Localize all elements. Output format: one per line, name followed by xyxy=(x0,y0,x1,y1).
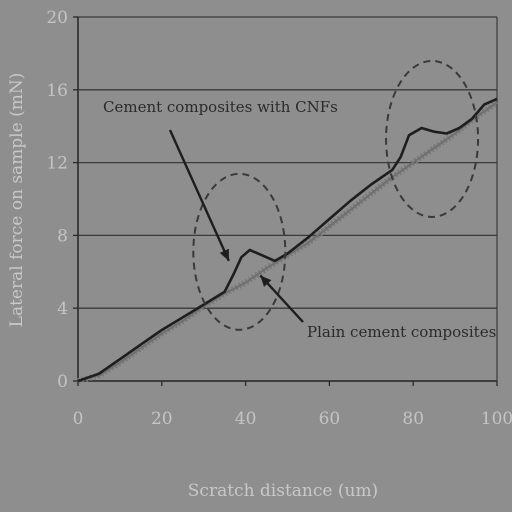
y-tick-label: 8 xyxy=(57,226,68,246)
x-axis-title: Scratch distance (um) xyxy=(188,481,378,501)
annotation-cnf: Cement composites with CNFs xyxy=(103,98,338,116)
series-line-cnf xyxy=(77,97,498,383)
axes xyxy=(73,16,498,386)
arrow-cnf-shaft xyxy=(168,129,230,262)
series-lines xyxy=(77,97,499,384)
x-tick-label: 60 xyxy=(319,409,341,429)
y-tick-labels: 0 4 8 12 16 20 xyxy=(46,8,68,392)
y-tick-label: 0 xyxy=(57,372,68,392)
highlight-ellipses xyxy=(192,59,480,331)
highlight-ellipse-40um xyxy=(192,172,287,331)
arrow-plain-head xyxy=(260,275,272,287)
x-tick-label: 100 xyxy=(481,409,512,429)
arrow-cnf-head xyxy=(219,248,229,261)
x-tick-label: 0 xyxy=(73,409,84,429)
x-tick-label: 40 xyxy=(235,409,257,429)
series-line-plain xyxy=(77,101,498,382)
highlight-ellipse-85um xyxy=(385,59,480,218)
annotation-plain: Plain cement composites xyxy=(307,323,496,341)
x-tick-label: 80 xyxy=(402,409,424,429)
y-tick-label: 20 xyxy=(46,8,68,28)
y-tick-label: 4 xyxy=(57,299,68,319)
annotation-arrows xyxy=(168,129,304,323)
x-tick-label: 20 xyxy=(151,409,173,429)
y-axis-title: Lateral force on sample (mN) xyxy=(7,73,27,328)
y-tick-label: 16 xyxy=(46,81,68,101)
x-tick-labels: 0 20 40 60 80 100 xyxy=(73,409,512,429)
y-tick-label: 12 xyxy=(46,154,68,174)
